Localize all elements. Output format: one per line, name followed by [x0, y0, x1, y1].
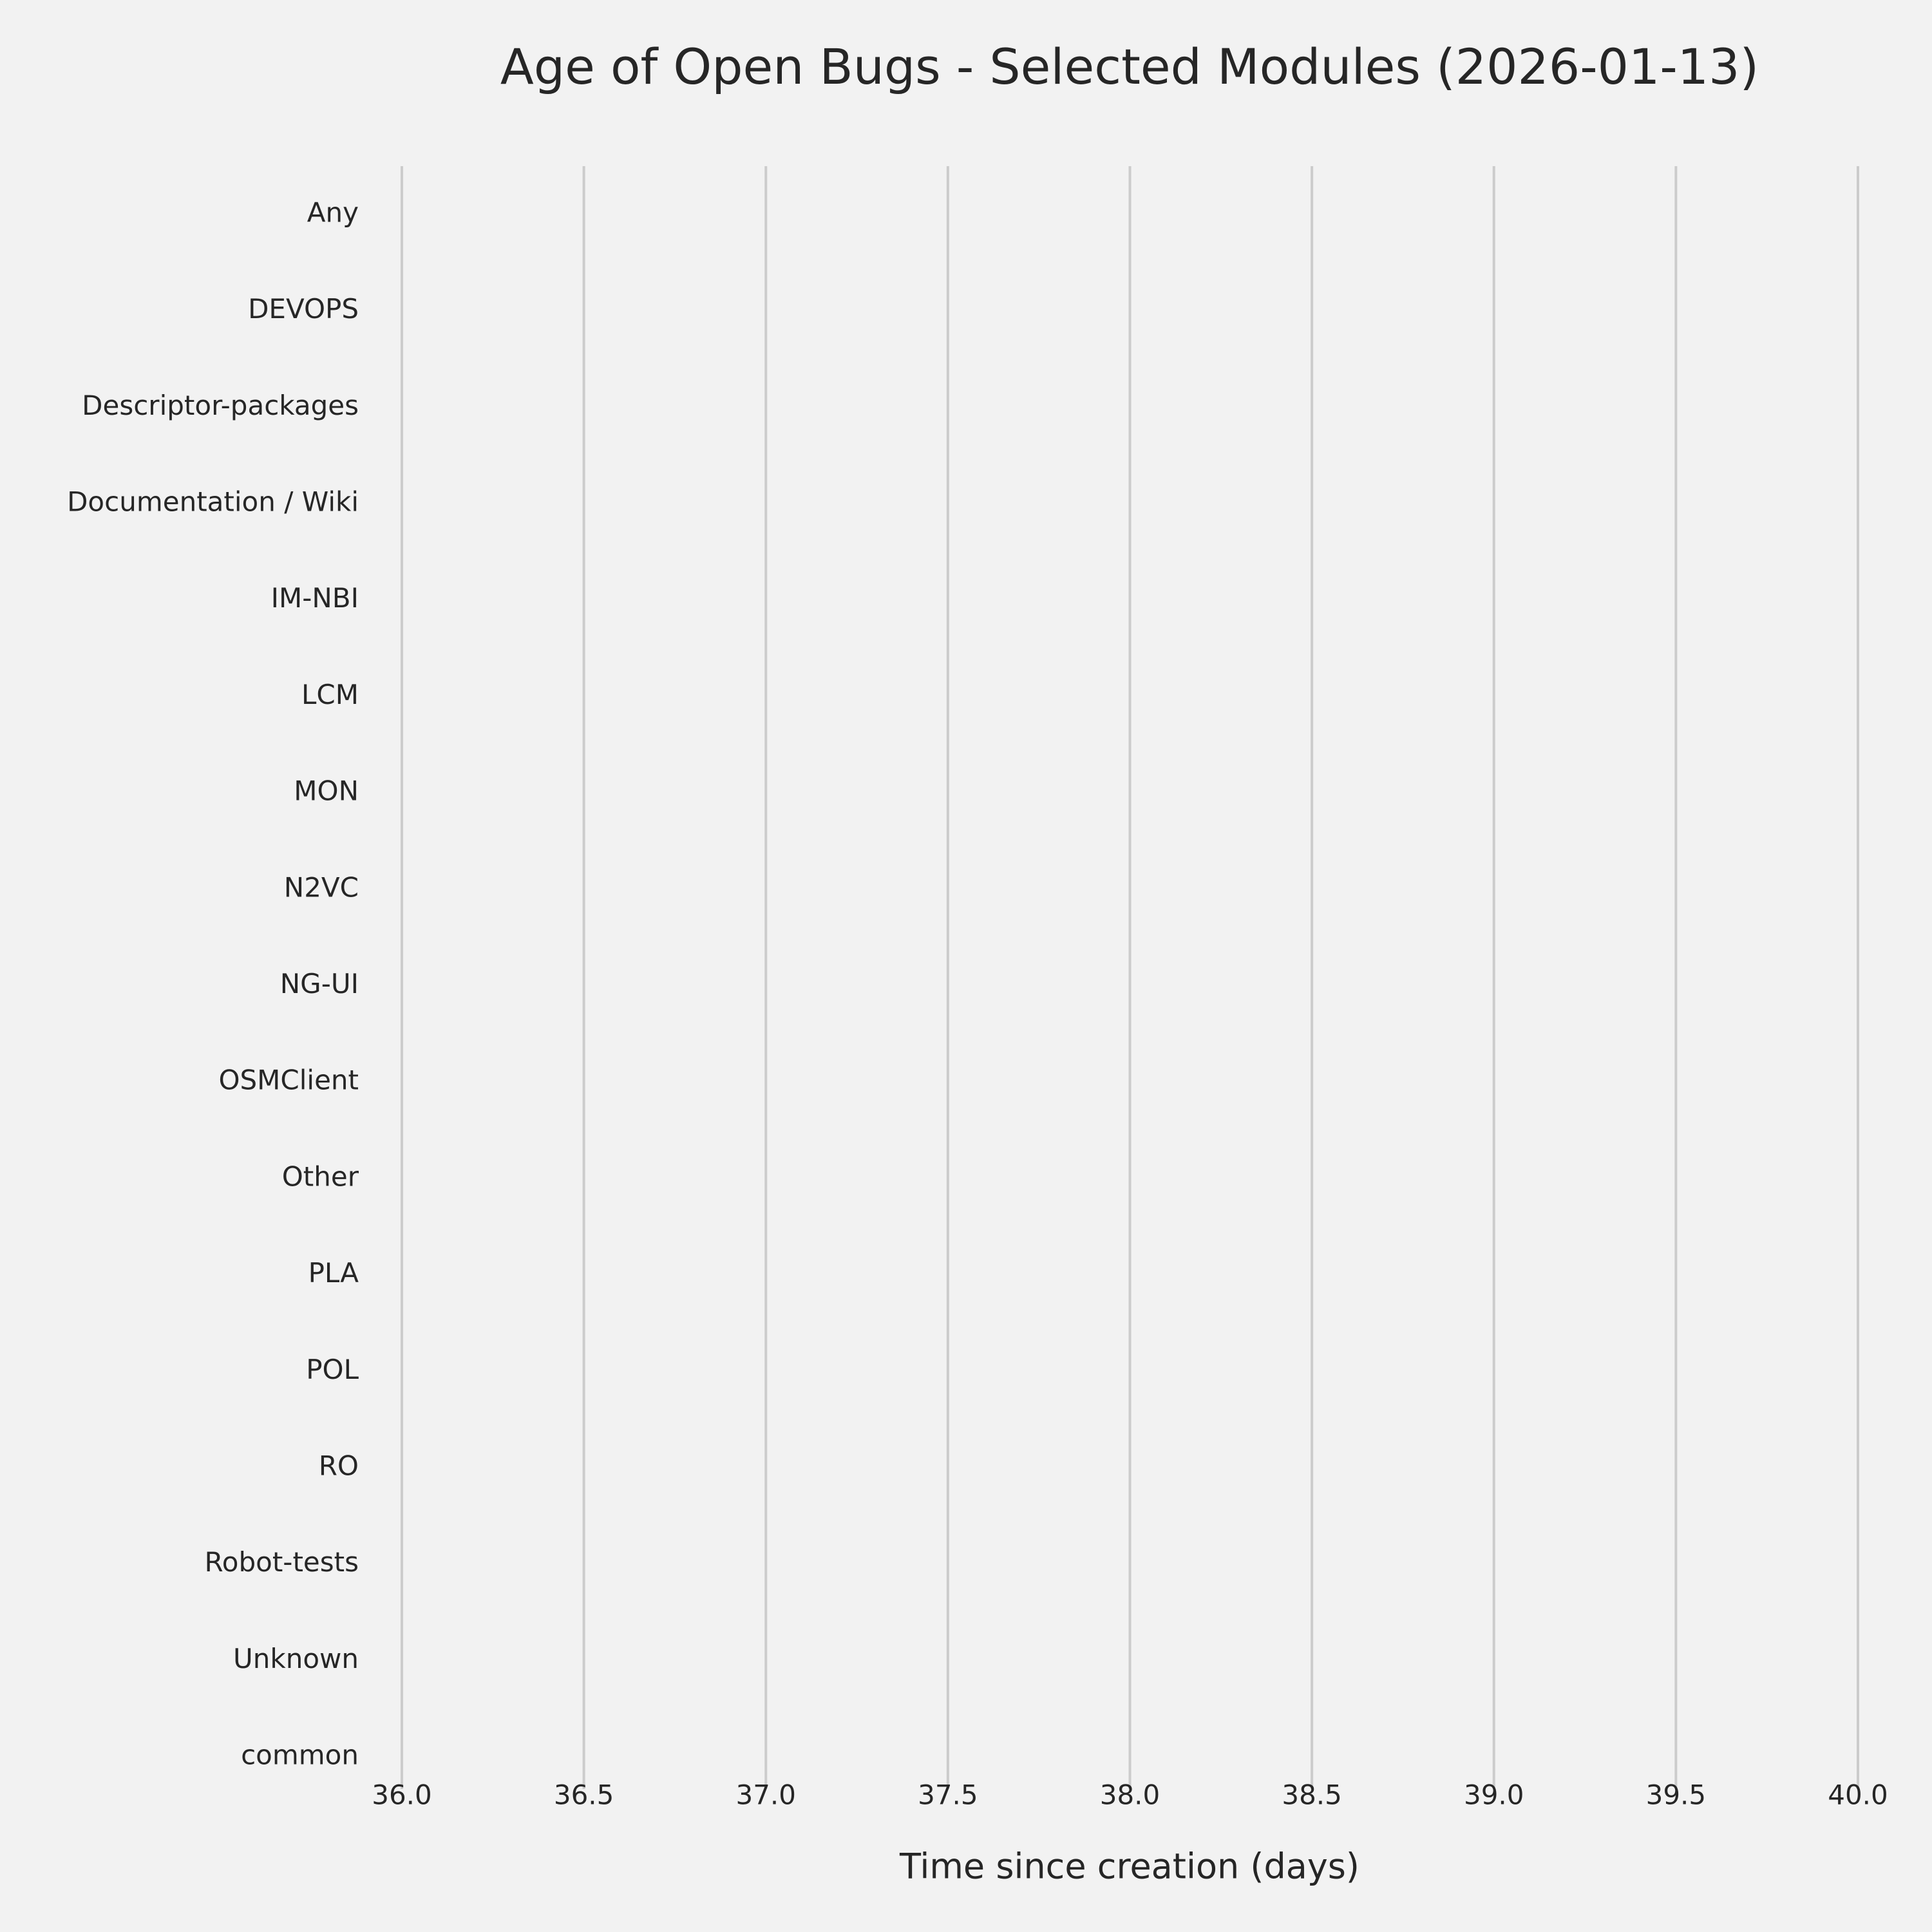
y-tick-label: POL — [306, 1354, 359, 1385]
x-axis-label: Time since creation (days) — [899, 1846, 1359, 1887]
chart-title: Age of Open Bugs - Selected Modules (202… — [500, 38, 1759, 95]
y-tick-label: Unknown — [233, 1643, 359, 1674]
y-tick-label: Robot-tests — [204, 1546, 359, 1578]
y-tick-label: MON — [294, 775, 359, 807]
y-tick-label: Documentation / Wiki — [67, 486, 359, 517]
x-tick-label: 38.5 — [1282, 1779, 1342, 1811]
x-tick-label: 38.0 — [1100, 1779, 1160, 1811]
x-tick-label: 36.0 — [372, 1779, 432, 1811]
y-tick-label: common — [241, 1739, 359, 1771]
y-tick-label: DEVOPS — [248, 293, 359, 325]
x-tick-label: 39.0 — [1464, 1779, 1524, 1811]
x-tick-label: 39.5 — [1646, 1779, 1707, 1811]
x-tick-label: 37.0 — [735, 1779, 796, 1811]
y-tick-label: NG-UI — [280, 968, 359, 999]
y-tick-label: Any — [307, 196, 359, 228]
x-tick-label: 37.5 — [918, 1779, 978, 1811]
y-tick-label: PLA — [308, 1257, 359, 1289]
y-tick-label: RO — [319, 1450, 359, 1482]
x-tick-label: 36.5 — [554, 1779, 614, 1811]
y-tick-label: LCM — [301, 679, 359, 710]
y-tick-label: IM-NBI — [271, 582, 359, 614]
y-tick-label: Descriptor-packages — [82, 390, 359, 421]
x-tick-label: 40.0 — [1828, 1779, 1888, 1811]
y-tick-label: Other — [282, 1160, 359, 1192]
y-tick-label: N2VC — [284, 871, 359, 903]
y-tick-label: OSMClient — [218, 1065, 359, 1096]
